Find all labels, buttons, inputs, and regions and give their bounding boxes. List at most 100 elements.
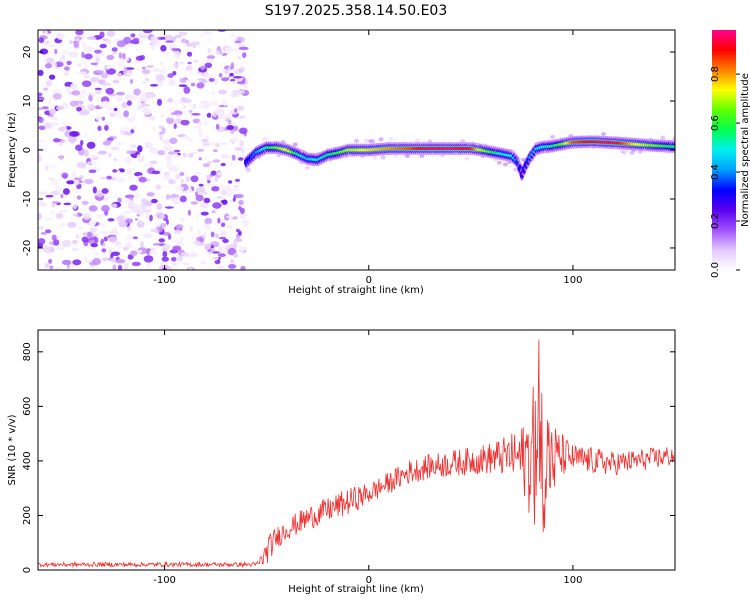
- noise-blob: [201, 138, 209, 142]
- noise-blob: [215, 143, 220, 148]
- noise-blob: [168, 165, 179, 173]
- noise-blob: [103, 236, 108, 242]
- noise-blob: [188, 267, 193, 270]
- noise-blob: [73, 203, 77, 210]
- noise-blob: [149, 116, 156, 121]
- noise-blob: [88, 169, 97, 174]
- noise-blob: [88, 219, 97, 226]
- noise-blob: [140, 198, 147, 203]
- noise-blob: [182, 152, 187, 158]
- noise-blob: [81, 236, 89, 243]
- noise-blob: [90, 62, 98, 66]
- noise-blob: [43, 30, 48, 37]
- noise-blob: [123, 156, 133, 164]
- noise-blob: [150, 35, 159, 44]
- noise-blob: [188, 152, 194, 158]
- noise-blob: [241, 220, 250, 224]
- noise-blob: [190, 175, 199, 183]
- noise-blob: [185, 42, 194, 47]
- noise-blob: [136, 67, 140, 72]
- noise-blob: [38, 96, 45, 102]
- noise-blob: [160, 45, 167, 52]
- noise-blob: [234, 178, 241, 182]
- noise-blob: [52, 93, 62, 100]
- noise-blob: [104, 120, 111, 127]
- noise-blob: [100, 176, 107, 180]
- noise-blob: [162, 232, 171, 236]
- x-tick-label: 0: [366, 275, 372, 286]
- noise-blob: [198, 127, 203, 135]
- noise-blob: [243, 222, 249, 228]
- noise-blob: [227, 75, 231, 79]
- noise-blob: [215, 123, 220, 130]
- noise-blob: [61, 239, 71, 247]
- noise-blob: [178, 84, 188, 87]
- noise-blob: [162, 244, 171, 249]
- noise-blob: [113, 107, 118, 112]
- noise-blob: [145, 78, 150, 82]
- noise-blob: [43, 140, 47, 144]
- noise-blob: [221, 77, 230, 82]
- noise-blob: [230, 128, 235, 135]
- noise-blob: [106, 107, 114, 110]
- noise-blob: [95, 115, 102, 122]
- noise-blob: [234, 186, 239, 193]
- noise-blob: [218, 236, 227, 240]
- x-tick-label: -100: [153, 275, 176, 286]
- spectrogram-y-ticks: -20 -10 0 10 20: [22, 46, 675, 256]
- noise-blob: [231, 137, 238, 142]
- noise-blob: [180, 38, 187, 44]
- noise-blob: [110, 146, 120, 151]
- noise-blob: [226, 202, 230, 207]
- noise-blob: [129, 184, 138, 191]
- noise-blob: [229, 81, 237, 85]
- noise-blob: [211, 90, 216, 96]
- noise-blob: [86, 92, 96, 97]
- noise-blob: [49, 265, 54, 270]
- noise-blob: [166, 117, 175, 124]
- spectral-ridge: [244, 132, 675, 181]
- noise-blob: [96, 70, 105, 73]
- noise-blob: [180, 178, 184, 184]
- noise-blob: [192, 125, 202, 129]
- noise-blob: [191, 113, 201, 116]
- noise-blob: [200, 260, 206, 265]
- noise-blob: [179, 217, 185, 223]
- noise-blob: [145, 212, 150, 219]
- noise-blob: [101, 188, 109, 194]
- noise-blob: [222, 68, 227, 72]
- noise-blob: [130, 33, 136, 38]
- noise-blob: [117, 60, 125, 67]
- noise-blob: [236, 81, 246, 85]
- noise-blob: [150, 228, 159, 232]
- noise-blob: [180, 252, 190, 257]
- noise-blob: [126, 150, 136, 155]
- noise-blob: [99, 31, 105, 38]
- noise-blob: [143, 233, 153, 239]
- noise-blob: [107, 218, 115, 222]
- ridge-halo: [419, 153, 425, 158]
- noise-blob: [108, 153, 112, 158]
- noise-blob: [165, 40, 175, 43]
- noise-blob: [84, 53, 93, 60]
- noise-blob: [63, 72, 69, 76]
- ridge-halo: [623, 149, 629, 154]
- noise-blob: [221, 155, 232, 158]
- noise-blob: [237, 56, 242, 60]
- ridge-halo: [672, 136, 675, 141]
- noise-blob: [115, 258, 126, 264]
- noise-blob: [234, 146, 244, 151]
- noise-blob: [38, 37, 45, 44]
- noise-blob: [81, 88, 86, 96]
- noise-blob: [202, 142, 211, 147]
- noise-blob: [200, 65, 206, 70]
- noise-blob: [210, 231, 215, 238]
- noise-blob: [224, 65, 230, 69]
- noise-blob: [58, 141, 64, 147]
- noise-blob: [132, 236, 138, 240]
- noise-blob: [166, 159, 173, 166]
- noise-blob: [239, 127, 248, 135]
- noise-blob: [212, 251, 221, 254]
- noise-blob: [225, 186, 232, 192]
